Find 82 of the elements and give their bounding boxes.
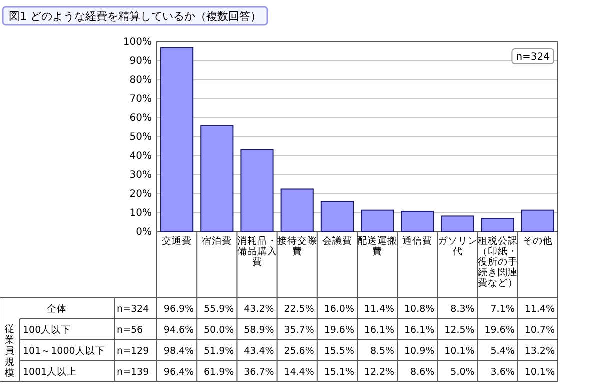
text: 19.6% bbox=[484, 325, 515, 336]
text: 8.6% bbox=[410, 367, 435, 378]
text: 12.5% bbox=[444, 325, 475, 336]
text: 100人以下 bbox=[23, 324, 72, 336]
text: 12.2% bbox=[364, 367, 395, 378]
text: 13.2% bbox=[524, 346, 555, 357]
text: 98.4% bbox=[164, 346, 194, 357]
bar bbox=[441, 216, 474, 232]
y-tick-label: 40% bbox=[130, 151, 152, 162]
x-tick-label: ガソリン代 bbox=[438, 236, 478, 258]
x-tick-label: 配送運搬費 bbox=[358, 235, 398, 258]
x-tick-label: 接待交際費 bbox=[277, 235, 318, 258]
bar bbox=[200, 125, 234, 232]
text: 16.1% bbox=[404, 325, 435, 336]
y-tick-label: 60% bbox=[130, 113, 152, 124]
x-tick-label: その他 bbox=[522, 235, 553, 247]
annotation: n=324 bbox=[516, 52, 550, 63]
text: 10.9% bbox=[404, 346, 435, 357]
y-tick-label: 30% bbox=[130, 170, 152, 182]
text: 36.7% bbox=[244, 367, 274, 378]
text: n=129 bbox=[117, 346, 150, 357]
bar bbox=[521, 210, 554, 232]
text: n=139 bbox=[117, 367, 150, 378]
text: 25.6% bbox=[284, 346, 314, 357]
text: 16.1% bbox=[364, 325, 395, 336]
data-label: 10.8% bbox=[404, 304, 435, 315]
text: 1001人以上 bbox=[23, 366, 78, 378]
bar bbox=[160, 47, 194, 232]
y-tick-label: 50% bbox=[130, 132, 152, 144]
text: n=324 bbox=[117, 304, 150, 315]
y-tick-label: 80% bbox=[130, 75, 152, 86]
text: 94.6% bbox=[164, 325, 194, 336]
bar bbox=[240, 149, 274, 232]
text: 101～1000人以下 bbox=[23, 345, 106, 357]
y-tick-label: 20% bbox=[130, 189, 152, 200]
x-tick-label: 交通費 bbox=[162, 235, 192, 247]
x-tick-label: 会議費 bbox=[322, 235, 352, 247]
text: 15.5% bbox=[324, 346, 354, 357]
text: 35.7% bbox=[284, 325, 314, 336]
data-label: 96.9% bbox=[164, 304, 194, 315]
data-label: 55.9% bbox=[204, 304, 234, 315]
data-label: 16.0% bbox=[324, 304, 354, 315]
x-tick-label: 租税公課（印紙・役所の手続き関連費など） bbox=[476, 235, 518, 289]
bar bbox=[401, 210, 434, 232]
text: 10.1% bbox=[524, 367, 555, 378]
text: 5.0% bbox=[450, 367, 475, 378]
text: 14.4% bbox=[284, 367, 314, 378]
text: 15.1% bbox=[324, 367, 354, 378]
data-label: 8.3% bbox=[450, 304, 475, 315]
bar bbox=[280, 188, 314, 232]
x-tick-label: 消耗品・備品購入費 bbox=[237, 235, 278, 268]
x-tick-label: 宿泊費 bbox=[202, 235, 232, 247]
y-tick-label: 0% bbox=[136, 227, 152, 238]
text: 96.4% bbox=[164, 367, 194, 378]
text: 10.1% bbox=[444, 346, 475, 357]
data-label: 22.5% bbox=[284, 304, 314, 315]
text: 19.6% bbox=[324, 325, 354, 336]
bar bbox=[481, 218, 514, 232]
data-label: 11.4% bbox=[364, 304, 395, 315]
text: 51.9% bbox=[204, 346, 234, 357]
x-tick-label: 通信費 bbox=[402, 235, 433, 247]
text: 3.6% bbox=[490, 367, 515, 378]
y-tick-label: 100% bbox=[123, 37, 152, 48]
bar bbox=[320, 201, 354, 232]
text: 43.4% bbox=[244, 346, 274, 357]
text: 5.4% bbox=[490, 346, 515, 357]
text: 8.5% bbox=[370, 346, 395, 357]
text: 10.7% bbox=[524, 325, 555, 336]
bar bbox=[361, 210, 394, 232]
data-label: 43.2% bbox=[244, 304, 274, 315]
y-tick-label: 10% bbox=[130, 208, 152, 220]
text: 50.0% bbox=[204, 325, 234, 336]
y-tick-label: 70% bbox=[130, 94, 152, 106]
chart-title: 図1 どのような経費を精算しているか（複数回答） bbox=[9, 10, 262, 23]
data-label: 7.1% bbox=[490, 304, 515, 315]
text: n=56 bbox=[117, 325, 144, 336]
text: 58.9% bbox=[244, 325, 274, 336]
y-tick-label: 90% bbox=[130, 56, 152, 68]
text: 61.9% bbox=[204, 367, 234, 378]
data-label: 11.4% bbox=[524, 304, 555, 315]
text: 従業員規模 bbox=[5, 323, 15, 379]
text: 全体 bbox=[47, 303, 67, 315]
